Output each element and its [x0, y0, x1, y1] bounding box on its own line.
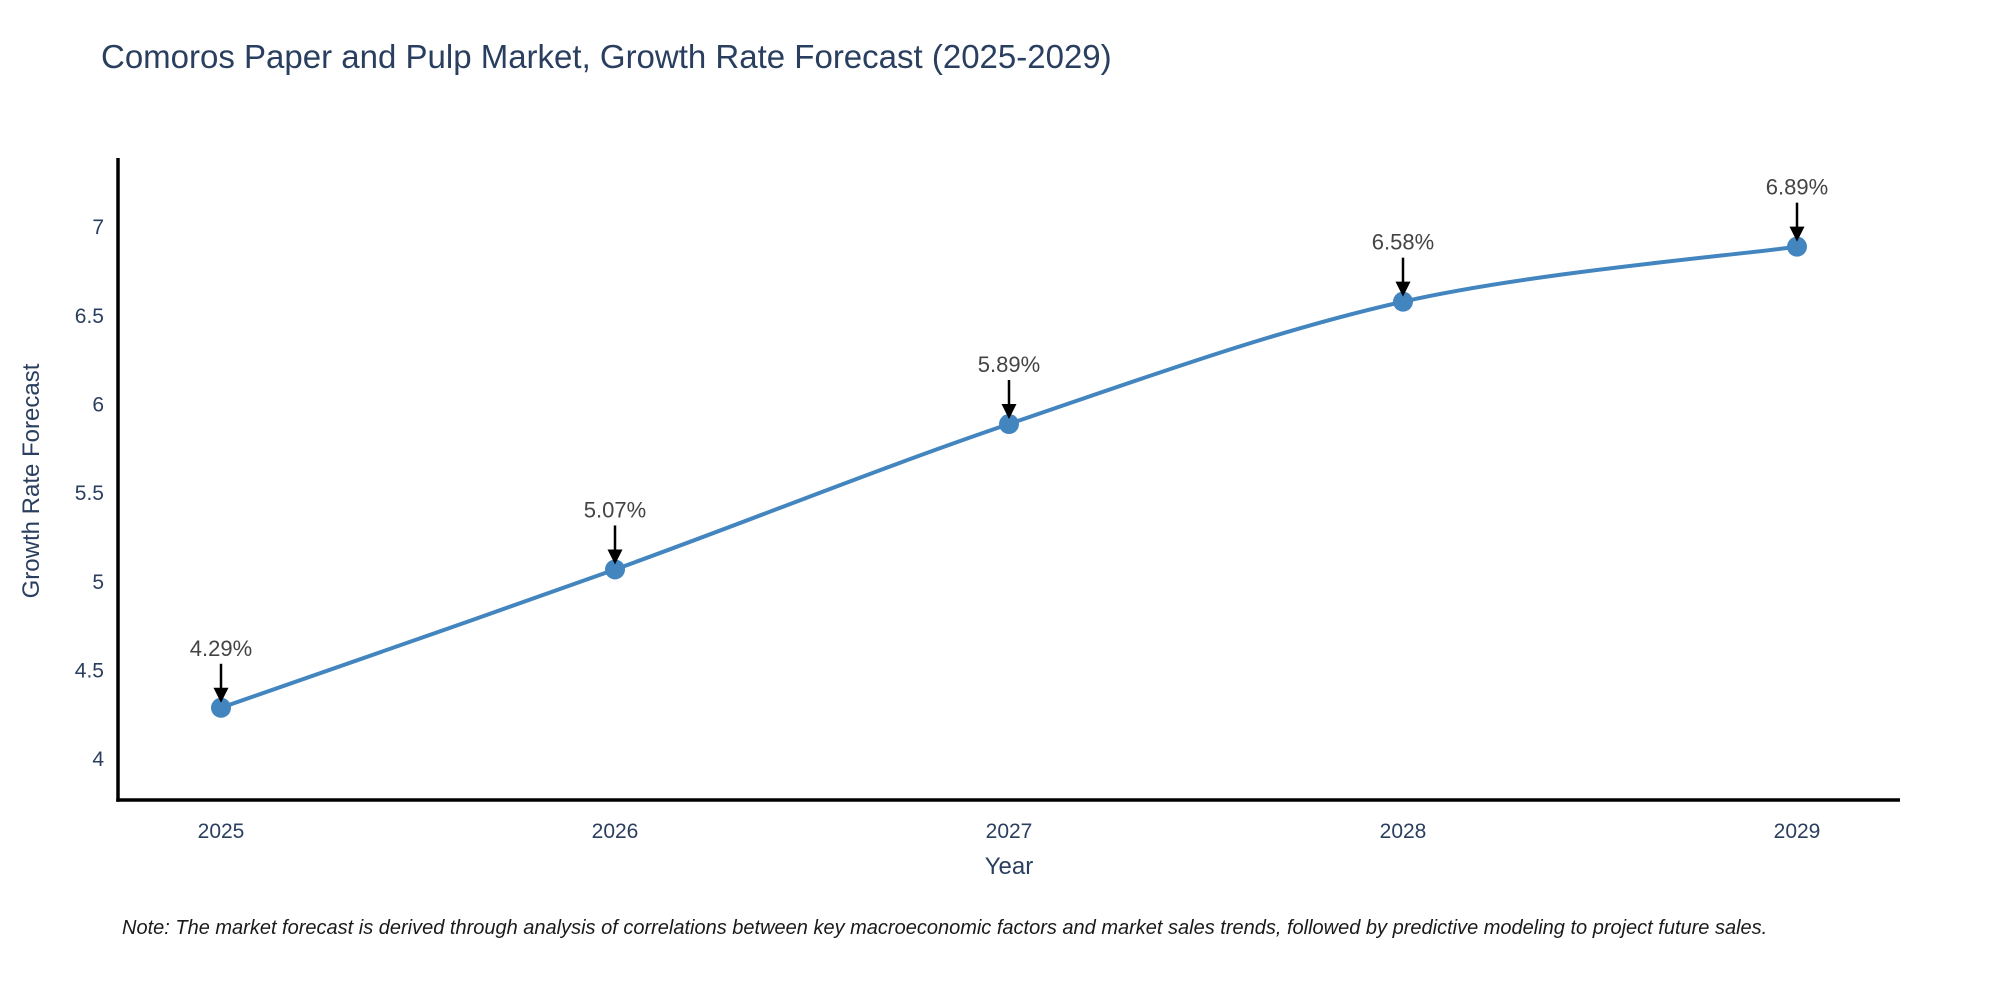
forecast-line [219, 244, 1799, 710]
y-tick-label: 5 [92, 571, 104, 594]
x-tick-label: 2028 [1380, 820, 1427, 843]
x-tick-label: 2025 [198, 820, 245, 843]
annotation-arrowhead-icon [607, 549, 623, 565]
y-tick-label: 7 [92, 216, 104, 239]
y-tick-label: 6.5 [75, 305, 104, 328]
y-tick-label: 5.5 [75, 482, 104, 505]
chart-title: Comoros Paper and Pulp Market, Growth Ra… [101, 38, 1112, 75]
x-tick-label: 2026 [592, 820, 639, 843]
data-point-label: 5.89% [978, 352, 1040, 377]
y-tick-label: 6 [92, 394, 104, 417]
y-tick-label: 4 [92, 748, 104, 771]
y-tick-label: 4.5 [75, 660, 104, 683]
data-point-marker [211, 697, 231, 718]
data-point-label: 5.07% [584, 497, 646, 522]
annotation-arrowhead-icon [213, 687, 229, 703]
data-point-label: 6.89% [1766, 175, 1828, 200]
data-point-marker [999, 414, 1019, 435]
data-point-marker [605, 559, 625, 580]
annotation-arrowhead-icon [1395, 281, 1411, 297]
data-point-label: 6.58% [1372, 230, 1434, 255]
footnote: Note: The market forecast is derived thr… [122, 917, 1768, 939]
y-axis-title: Growth Rate Forecast [18, 363, 45, 599]
data-point-label: 4.29% [190, 636, 252, 661]
annotation-arrowhead-icon [1001, 404, 1017, 420]
x-tick-label: 2029 [1774, 820, 1821, 843]
data-point-marker [1787, 236, 1807, 257]
x-tick-label: 2027 [986, 820, 1033, 843]
annotation-arrowhead-icon [1789, 226, 1805, 242]
x-axis-title: Year [984, 853, 1034, 880]
data-point-marker [1393, 291, 1413, 312]
